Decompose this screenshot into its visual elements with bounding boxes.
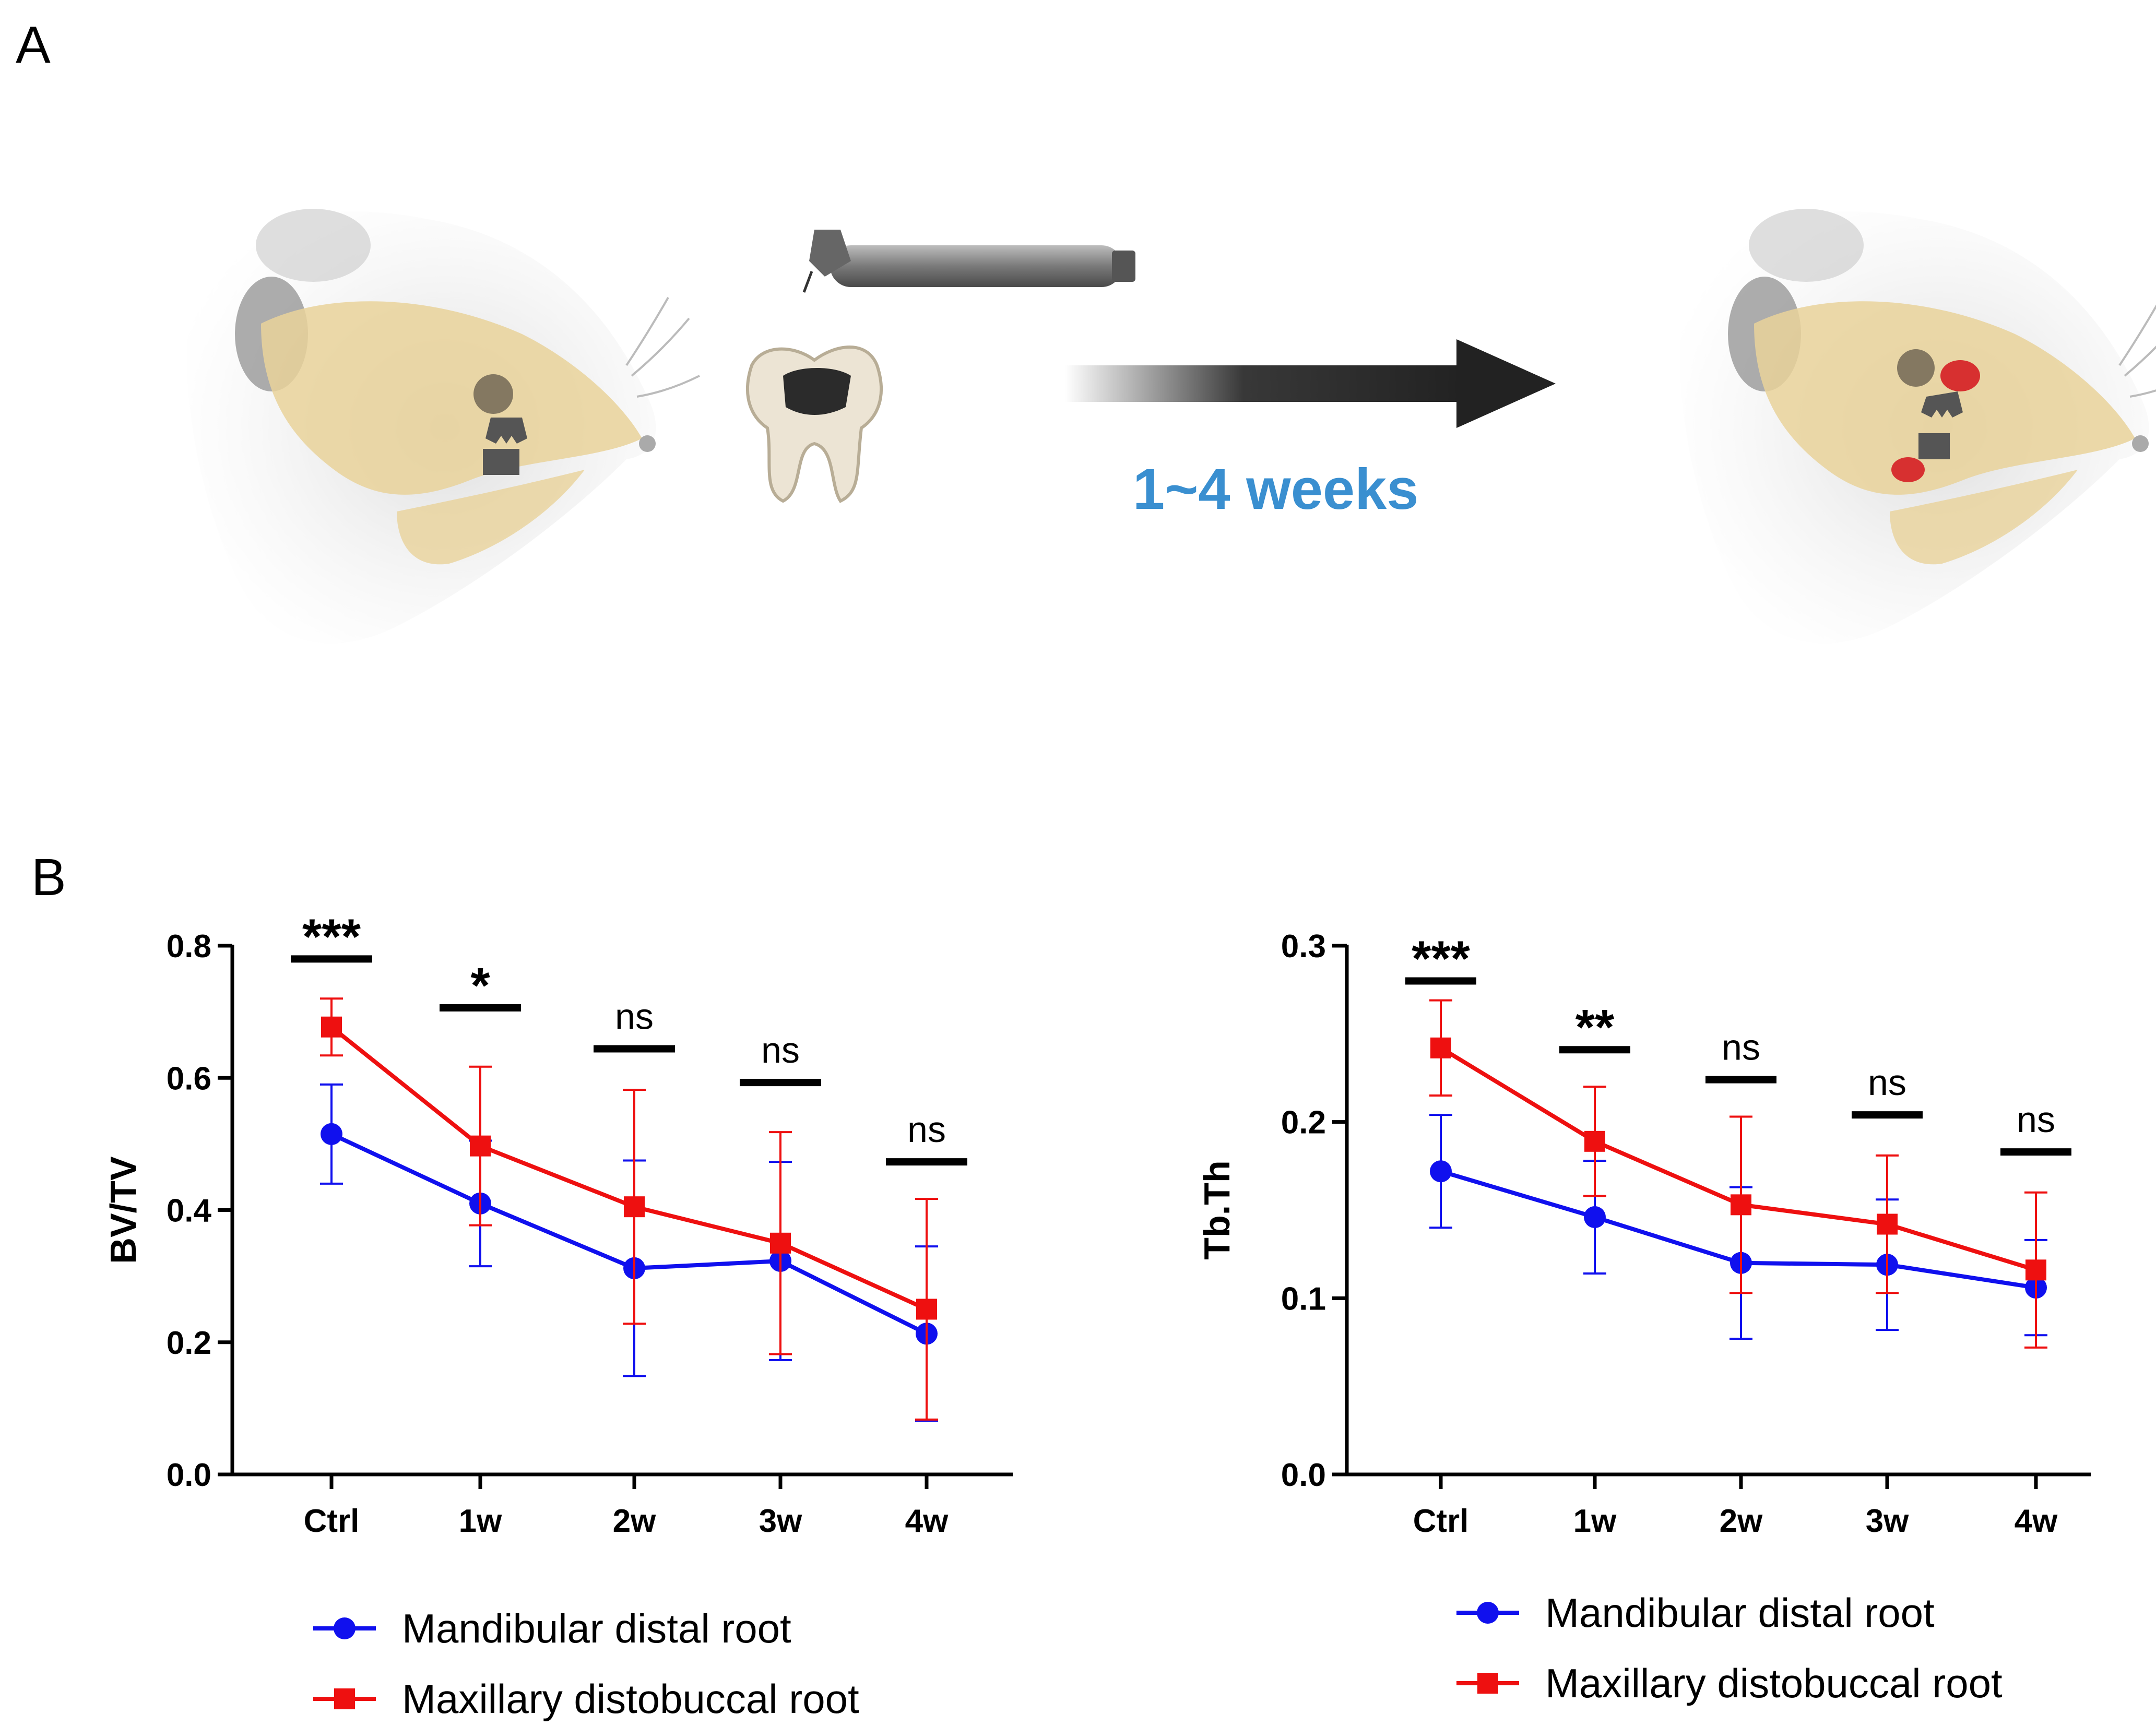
molar-icon	[483, 418, 527, 475]
data-point-square	[470, 1135, 491, 1157]
x-tick-label: 4w	[905, 1503, 949, 1539]
series-line	[330, 1132, 928, 1336]
legend-label: Maxillary distobuccal root	[402, 1676, 859, 1722]
y-tick-label: 0.0	[1281, 1457, 1326, 1493]
x-tick-label: 1w	[459, 1503, 502, 1539]
y-tick-label: 0.2	[1281, 1105, 1326, 1141]
significance-label: ***	[302, 909, 361, 965]
y-tick-label: 0.1	[1281, 1281, 1326, 1317]
time-arrow	[1065, 339, 1556, 428]
y-axis-title: BV/TV	[103, 1156, 144, 1264]
rat-ear	[256, 209, 371, 282]
dental-drill-illustration	[802, 230, 1135, 293]
y-tick-label: 0.4	[167, 1193, 212, 1229]
y-tick-label: 0.2	[167, 1325, 211, 1361]
data-point-circle	[321, 1123, 342, 1145]
legend-marker-square	[334, 1688, 355, 1709]
rat-mandible	[397, 470, 585, 565]
data-point-square	[916, 1299, 937, 1320]
y-tick-label: 0.6	[167, 1061, 211, 1097]
lesion-maxillary	[1940, 360, 1980, 391]
rat-skull	[261, 301, 642, 495]
x-tick-label: Ctrl	[304, 1503, 360, 1539]
rat-skull-illustration-after	[1680, 209, 2156, 644]
legend-label: Mandibular distal root	[402, 1605, 791, 1651]
legend-marker-circle	[1477, 1602, 1499, 1624]
x-tick-label: 4w	[2015, 1503, 2058, 1539]
legend-label: Mandibular distal root	[1545, 1590, 1935, 1636]
significance-label: ns	[1722, 1027, 1760, 1068]
data-point-square	[1430, 1037, 1451, 1058]
data-point-square	[1877, 1213, 1898, 1235]
significance-label: ***	[1412, 931, 1471, 987]
data-point-circle	[1584, 1206, 1606, 1229]
lesion-mandibular	[1891, 457, 1925, 482]
arrow-shaft	[1065, 365, 1462, 402]
drill-end	[1112, 251, 1135, 282]
significance-label: ns	[907, 1109, 946, 1150]
significance-label: *	[470, 958, 490, 1014]
tooth-cavity	[783, 368, 851, 415]
drill-handle	[830, 245, 1122, 287]
data-point-square	[1584, 1130, 1605, 1152]
molar-icon-after	[1918, 391, 1963, 459]
y-tick-label: 0.3	[1281, 929, 1326, 965]
data-point-square	[770, 1232, 791, 1254]
data-point-square	[1731, 1194, 1751, 1216]
x-tick-label: 2w	[613, 1503, 656, 1539]
data-point-square	[321, 1016, 342, 1038]
legend-marker-circle	[334, 1617, 356, 1639]
panel-b-letter: B	[31, 848, 66, 907]
drill-bur	[802, 271, 813, 293]
x-tick-label: Ctrl	[1413, 1503, 1469, 1539]
y-axis-title: Tb.Th	[1197, 1160, 1237, 1259]
x-tick-label: 2w	[1720, 1503, 1763, 1539]
legend-label: Maxillary distobuccal root	[1545, 1660, 2003, 1706]
duration-label: 1~4 weeks	[1133, 457, 1418, 521]
drill-head	[809, 230, 851, 277]
arrow-head	[1456, 339, 1556, 428]
x-tick-label: 3w	[759, 1503, 802, 1539]
y-tick-label: 0.8	[167, 929, 211, 965]
significance-label: ns	[2017, 1099, 2055, 1140]
data-point-circle	[1430, 1160, 1452, 1183]
significance-label: ns	[1868, 1062, 1906, 1103]
rat-eye	[473, 374, 513, 414]
rat-skull-illustration-before	[187, 209, 700, 644]
significance-label: ns	[761, 1030, 800, 1070]
tooth-cavity-illustration	[746, 346, 883, 503]
x-tick-label: 3w	[1866, 1503, 1909, 1539]
rat-nose	[639, 435, 656, 452]
whiskers	[625, 297, 700, 398]
y-tick-label: 0.0	[167, 1457, 211, 1493]
panel-a-letter: A	[16, 16, 51, 74]
significance-label: ns	[615, 996, 654, 1037]
data-point-square	[624, 1196, 645, 1218]
x-tick-label: 1w	[1573, 1503, 1617, 1539]
legend-marker-square	[1477, 1673, 1498, 1694]
significance-label: **	[1575, 999, 1615, 1055]
data-point-square	[2025, 1259, 2046, 1281]
